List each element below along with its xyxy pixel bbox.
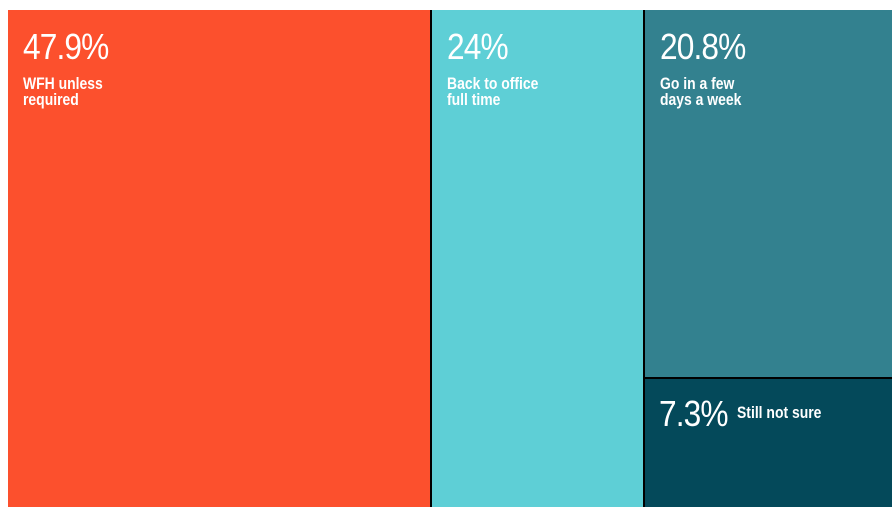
tile-value: 7.3% [658,392,729,434]
tile-go-in-a-few-days-a-week: 20.8% Go in a few days a week [644,10,892,377]
tile-value: 47.9% [23,26,109,67]
tile-value: 24% [447,26,509,67]
tile-wfh-unless-required: 47.9% WFH unless required [8,10,431,507]
tile-label: Back to office full time [447,74,539,109]
tile-label: Go in a few days a week [659,74,741,109]
tile-label: WFH unless required [23,74,103,109]
treemap-chart: 47.9% WFH unless required 24% Back to of… [8,10,892,507]
tile-still-not-sure: 7.3% Still not sure [644,378,892,507]
tile-label: Still not sure [736,402,822,422]
tile-back-to-office-full-time: 24% Back to office full time [432,10,643,507]
tile-value: 20.8% [659,26,746,67]
